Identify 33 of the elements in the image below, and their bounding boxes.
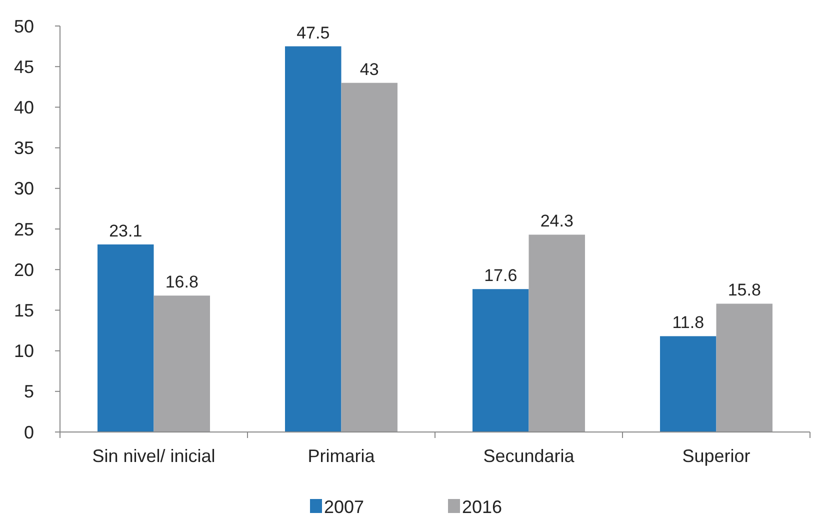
data-label: 11.8 (672, 313, 704, 332)
data-label: 47.5 (296, 23, 330, 42)
y-tick-label: 30 (14, 178, 34, 199)
legend-label: 2016 (462, 497, 502, 517)
y-tick-label: 5 (24, 382, 34, 402)
y-tick-label: 10 (14, 341, 34, 362)
data-label: 43 (360, 60, 379, 79)
y-tick-label: 20 (14, 260, 34, 280)
legend-label: 2007 (324, 497, 364, 517)
x-tick-label: Primaria (308, 446, 376, 466)
y-tick-label: 25 (14, 219, 34, 240)
y-tick-label: 45 (14, 56, 34, 77)
x-tick-label: Secundaria (483, 446, 576, 466)
bar (154, 296, 210, 432)
x-tick-label: Superior (682, 446, 750, 466)
x-tick-label: Sin nivel/ inicial (92, 446, 216, 466)
data-label: 15.8 (728, 280, 761, 300)
data-label: 23.1 (109, 221, 142, 240)
y-tick-label: 15 (14, 300, 34, 320)
bar (341, 82, 398, 432)
data-label: 16.8 (165, 272, 198, 292)
data-label: 24.3 (540, 212, 574, 231)
bar (660, 336, 716, 432)
y-tick-label: 50 (14, 16, 34, 36)
y-tick-label: 0 (24, 422, 34, 442)
bar (528, 234, 585, 432)
data-label: 17.6 (484, 266, 518, 286)
y-tick-label: 40 (14, 98, 34, 118)
bar (716, 304, 772, 432)
bar (285, 46, 342, 432)
y-tick-label: 35 (14, 138, 34, 158)
bar (472, 289, 529, 432)
bar (98, 244, 154, 432)
